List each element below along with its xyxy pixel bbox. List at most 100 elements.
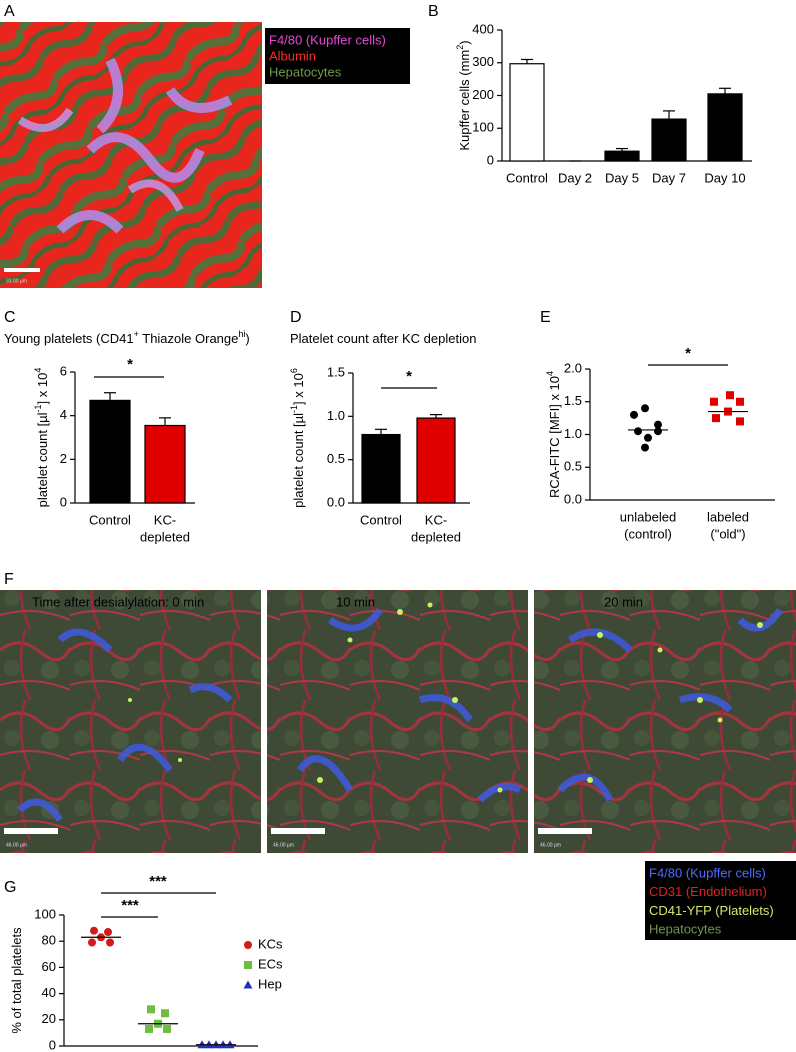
scalebar-label: 46.00 µm bbox=[540, 842, 561, 848]
significance-label: * bbox=[127, 356, 133, 373]
data-point bbox=[106, 938, 114, 947]
data-point bbox=[630, 410, 638, 419]
y-axis-label-part: 4 bbox=[33, 368, 43, 373]
data-point bbox=[726, 391, 734, 400]
panel-label: G bbox=[4, 879, 16, 896]
data-point bbox=[163, 1024, 171, 1033]
data-point bbox=[641, 443, 649, 452]
legend-marker bbox=[244, 961, 252, 969]
panel-label: F bbox=[4, 571, 14, 588]
data-point bbox=[654, 420, 662, 429]
data-point bbox=[712, 414, 720, 423]
x-tick-label: Day 2 bbox=[558, 170, 592, 185]
image-legend-entry: CD31 (Endothelium) bbox=[649, 884, 767, 899]
significance-label: * bbox=[685, 345, 691, 362]
legend-marker bbox=[243, 980, 253, 989]
chart-title: Young platelets (CD41+ Thiazole Orangehi… bbox=[4, 329, 250, 346]
bar bbox=[361, 433, 401, 504]
data-point bbox=[736, 417, 744, 426]
x-tick-label: labeled bbox=[707, 509, 749, 524]
panel-label: D bbox=[290, 309, 302, 326]
data-point bbox=[90, 926, 98, 935]
scalebar-label: 33.00 µm bbox=[6, 278, 27, 284]
y-tick-label: 300 bbox=[472, 54, 494, 69]
x-tick-label: Control bbox=[506, 170, 548, 185]
image-legend-entry: F4/80 (Kupffer cells) bbox=[269, 32, 386, 47]
y-axis-label: Kupffer cells (mm2) bbox=[455, 40, 472, 150]
data-point bbox=[654, 427, 662, 436]
y-axis-label: RCA-FITC [MFI] x 104 bbox=[545, 371, 562, 498]
y-axis-label-part: 2 bbox=[455, 45, 465, 50]
y-tick-label: 6 bbox=[60, 363, 67, 378]
y-tick-label: 4 bbox=[60, 407, 67, 422]
image-legend-entry: Albumin bbox=[269, 48, 316, 63]
y-tick-label: 0.0 bbox=[327, 494, 345, 509]
y-axis-label: % of total platelets bbox=[9, 927, 24, 1034]
chart-title-part: + bbox=[134, 329, 139, 339]
image-title: Time after desialylation: 0 min bbox=[32, 594, 204, 609]
data-point bbox=[88, 938, 96, 947]
y-axis-label-part: ] x 10 bbox=[35, 373, 50, 405]
data-point bbox=[161, 1009, 169, 1018]
y-axis-label-part: 6 bbox=[289, 368, 299, 373]
legend-label: ECs bbox=[258, 956, 283, 971]
bar bbox=[651, 118, 687, 162]
y-axis-label-part: -1 bbox=[289, 405, 299, 413]
y-tick-label: 1.0 bbox=[564, 426, 582, 441]
y-tick-label: 0.5 bbox=[327, 451, 345, 466]
y-axis-label-part: 4 bbox=[545, 371, 555, 376]
chart-title-part: ) bbox=[245, 331, 249, 346]
image-legend-entry: F4/80 (Kupffer cells) bbox=[649, 865, 766, 880]
x-tick-label: Day 5 bbox=[605, 170, 639, 185]
y-tick-label: 1.5 bbox=[564, 393, 582, 408]
data-point bbox=[104, 928, 112, 937]
y-tick-label: 0.5 bbox=[564, 459, 582, 474]
y-tick-label: 2.0 bbox=[564, 360, 582, 375]
x-tick-label: unlabeled bbox=[620, 509, 676, 524]
panel-label: C bbox=[4, 309, 16, 326]
panel-label: B bbox=[428, 3, 439, 20]
panel-label: E bbox=[540, 309, 551, 326]
y-tick-label: 100 bbox=[472, 120, 494, 135]
y-axis-label-part: ) bbox=[457, 40, 472, 44]
y-axis-label: platelet count [µl-1] x 106 bbox=[289, 368, 306, 508]
y-tick-label: 80 bbox=[42, 933, 56, 948]
data-point bbox=[641, 404, 649, 413]
x-tick-label: depleted bbox=[140, 529, 190, 544]
y-tick-label: 60 bbox=[42, 959, 56, 974]
scalebar-label: 46.00 µm bbox=[273, 842, 294, 848]
data-point bbox=[644, 433, 652, 442]
x-tick-label: Control bbox=[360, 512, 402, 527]
data-point bbox=[147, 1005, 155, 1014]
panel-label: A bbox=[4, 3, 15, 20]
x-tick-label: Day 10 bbox=[704, 170, 745, 185]
significance-label: *** bbox=[149, 873, 167, 890]
bar bbox=[89, 399, 131, 504]
image-legend-entry: CD41-YFP (Platelets) bbox=[649, 903, 774, 918]
legend-box-a bbox=[265, 28, 410, 84]
image-title: 20 min bbox=[604, 594, 643, 609]
y-tick-label: 0.0 bbox=[564, 491, 582, 506]
x-tick-label: Control bbox=[89, 512, 131, 527]
micrograph-f bbox=[0, 590, 796, 853]
chart-title-part: Young platelets (CD41 bbox=[4, 331, 134, 346]
y-axis-label-part: % of total platelets bbox=[9, 927, 24, 1034]
y-tick-label: 0 bbox=[60, 494, 67, 509]
y-tick-label: 400 bbox=[472, 21, 494, 36]
y-axis-label-part: Kupffer cells (mm bbox=[457, 50, 472, 151]
data-point bbox=[736, 397, 744, 406]
y-axis-label-part: platelet count [µl bbox=[35, 412, 50, 507]
y-axis-label-part: -1 bbox=[33, 404, 43, 412]
chart-title-part: Thiazole Orange bbox=[139, 331, 239, 346]
x-tick-label: KC- bbox=[154, 512, 176, 527]
chart-title: Platelet count after KC depletion bbox=[290, 331, 476, 346]
y-tick-label: 0 bbox=[49, 1037, 56, 1052]
bar bbox=[707, 93, 743, 162]
significance-label: *** bbox=[121, 897, 139, 914]
x-tick-label: depleted bbox=[411, 529, 461, 544]
significance-label: * bbox=[406, 368, 412, 385]
x-tick-label: Day 7 bbox=[652, 170, 686, 185]
bar bbox=[144, 424, 186, 504]
chart-title-part: Platelet count after KC depletion bbox=[290, 331, 476, 346]
data-point bbox=[634, 427, 642, 436]
